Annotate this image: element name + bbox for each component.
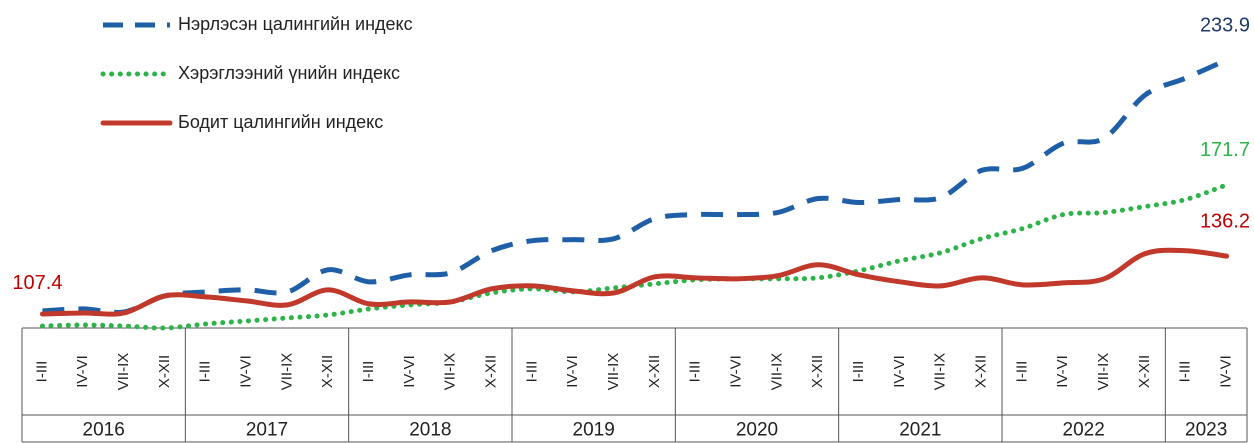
x-tick-label: X-XII (973, 355, 990, 388)
x-tick-label: I-III (360, 361, 377, 383)
group-label: 2020 (736, 420, 778, 441)
x-tick-label: VII-IX (768, 353, 785, 391)
line-solid (39, 247, 1230, 317)
x-tick-label: VII-IX (278, 353, 295, 391)
x-tick-label: VII-IX (932, 353, 949, 391)
x-tick-label: IV-VI (891, 355, 908, 388)
x-tick-label: IV-VI (1054, 355, 1071, 388)
x-tick-label: VII-IX (115, 353, 132, 391)
group-label: 2021 (899, 420, 941, 441)
x-tick-label: VII-IX (605, 353, 622, 391)
x-tick-label: IV-VI (728, 355, 745, 388)
line-dashed (42, 57, 1228, 315)
x-tick-label: X-XII (809, 355, 826, 388)
x-tick-label: I-III (1013, 361, 1030, 383)
data-label: 107.4 (12, 272, 62, 294)
x-tick-label: X-XII (646, 355, 663, 388)
x-tick-label: I-III (850, 361, 867, 383)
x-tick-label: X-XII (1136, 355, 1153, 388)
group-label: 2017 (246, 420, 288, 441)
group-label: 2022 (1063, 420, 1105, 441)
legend-label: Хэрэглээний үнийн индекс (178, 63, 400, 83)
x-tick-label: I-III (1177, 361, 1194, 383)
x-tick-label: X-XII (483, 355, 500, 388)
line-dotted (39, 182, 1230, 331)
x-tick-label: IV-VI (1218, 355, 1235, 388)
x-tick-label: I-III (197, 361, 214, 383)
x-tick-label: I-III (687, 361, 704, 383)
group-label: 2019 (573, 420, 615, 441)
group-label: 2018 (409, 420, 451, 441)
x-tick-label: I-III (523, 361, 540, 383)
x-tick-label: IV-VI (401, 355, 418, 388)
x-tick-label: IV-VI (74, 355, 91, 388)
data-label: 171.7 (1200, 139, 1250, 161)
x-tick-label: I-III (33, 361, 50, 383)
x-tick-label: X-XII (156, 355, 173, 388)
legend-label: Бодит цалингийн индекс (178, 112, 383, 132)
x-tick-label: IV-VI (564, 355, 581, 388)
group-label: 2016 (83, 420, 125, 441)
x-tick-label: X-XII (319, 355, 336, 388)
x-tick-label: VII-IX (1095, 353, 1112, 391)
x-tick-label: VII-IX (442, 353, 459, 391)
x-tick-label: IV-VI (238, 355, 255, 388)
data-label: 233.9 (1200, 14, 1250, 36)
group-label: 2023 (1185, 420, 1227, 441)
data-label: 136.2 (1200, 210, 1250, 232)
legend-label: Нэрлэсэн цалингийн индекс (178, 14, 413, 34)
